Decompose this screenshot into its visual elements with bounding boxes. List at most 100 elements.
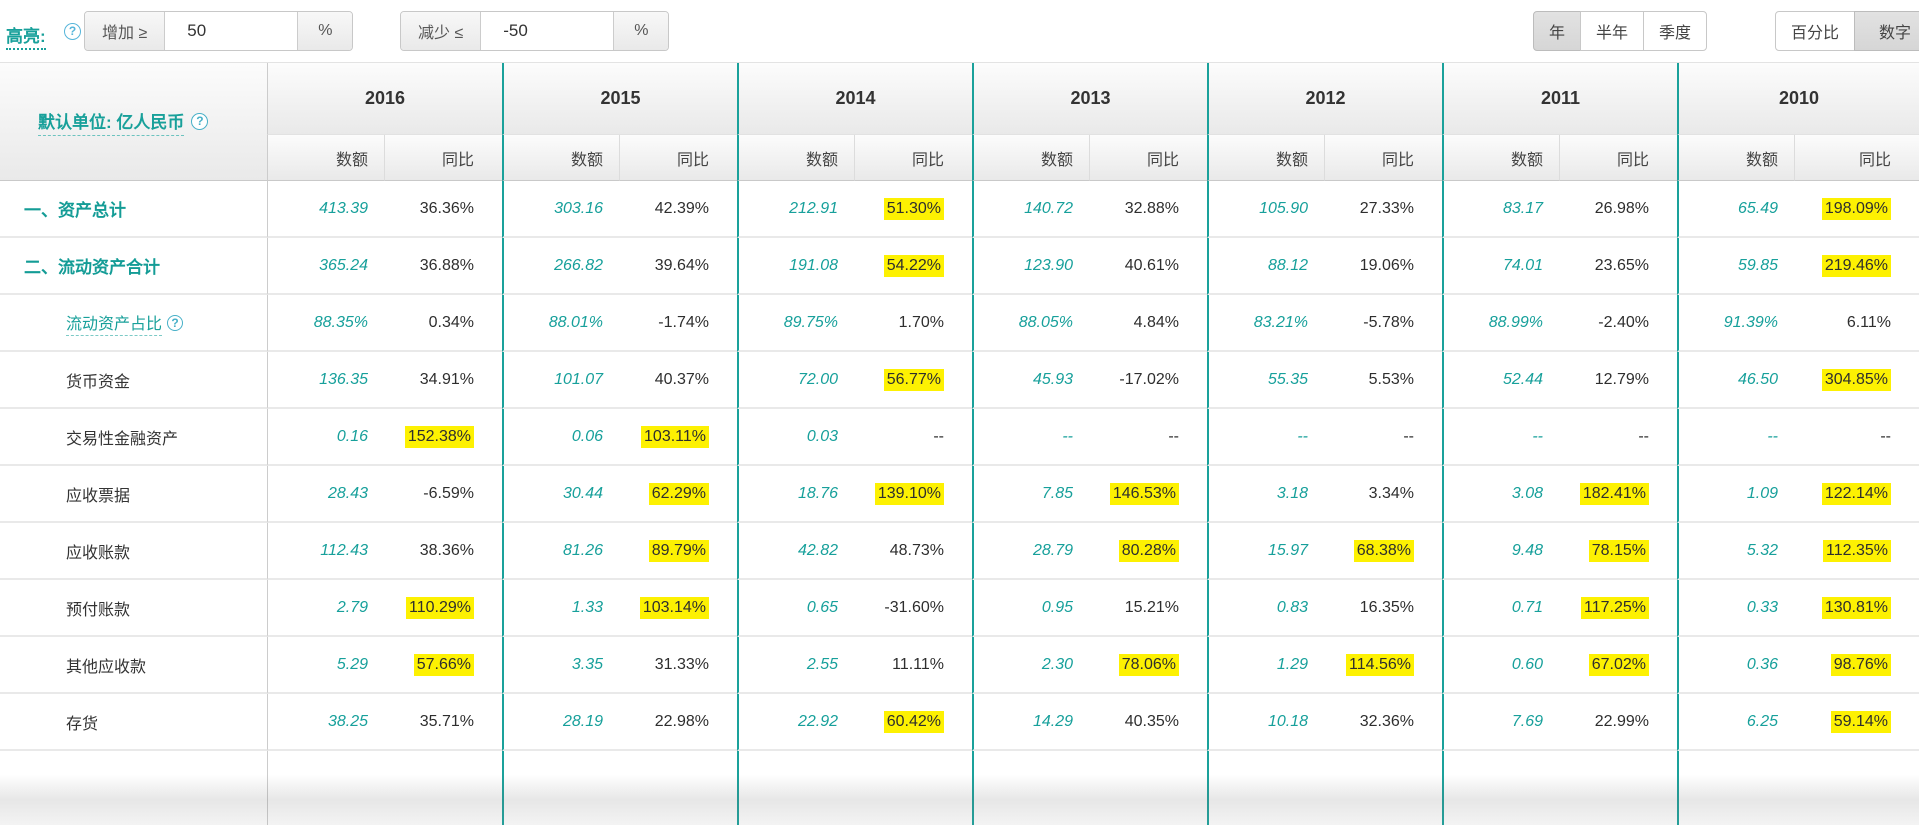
subheader-amount: 数额 bbox=[737, 135, 854, 181]
amount-cell: 83.17 bbox=[1442, 181, 1559, 238]
row-help-icon[interactable]: ? bbox=[167, 314, 184, 331]
amount-cell: 0.06 bbox=[502, 409, 619, 466]
yoy-value: 27.33% bbox=[1359, 199, 1414, 217]
amount-cell: 45.93 bbox=[972, 352, 1089, 409]
yoy-cell: 219.46% bbox=[1794, 238, 1919, 295]
amount-value: 1.33 bbox=[571, 598, 603, 616]
format-button-0[interactable]: 百分比 bbox=[1775, 11, 1856, 51]
yoy-value: -6.59% bbox=[423, 484, 474, 502]
amount-value: 5.29 bbox=[336, 655, 368, 673]
amount-value: 2.55 bbox=[806, 655, 838, 673]
yoy-cell: 103.11% bbox=[619, 409, 737, 466]
yoy-cell: 12.79% bbox=[1559, 352, 1677, 409]
amount-cell: -- bbox=[1442, 409, 1559, 466]
yoy-value-highlighted: 182.41% bbox=[1579, 482, 1649, 505]
increase-threshold-group: 增加 ≥ % bbox=[84, 11, 354, 51]
yoy-value: 40.37% bbox=[654, 370, 709, 388]
amount-cell: 0.83 bbox=[1207, 580, 1324, 637]
yoy-value-highlighted: 103.14% bbox=[639, 596, 709, 619]
row-label[interactable]: 流动资产占比 bbox=[66, 310, 163, 336]
period-button-2[interactable]: 季度 bbox=[1643, 11, 1708, 51]
row-label: 应收票据 bbox=[66, 487, 131, 505]
row-label-cell: 流动资产占比? bbox=[0, 295, 267, 352]
yoy-value: 35.71% bbox=[419, 712, 474, 730]
amount-value: 88.01% bbox=[548, 313, 603, 331]
yoy-value-highlighted: 117.25% bbox=[1581, 596, 1649, 619]
yoy-value: 40.35% bbox=[1124, 712, 1179, 730]
yoy-cell: 80.28% bbox=[1089, 523, 1207, 580]
yoy-value: 48.73% bbox=[889, 541, 944, 559]
yoy-value-highlighted: 304.85% bbox=[1821, 368, 1891, 391]
amount-value: 3.35 bbox=[571, 655, 603, 673]
row-label: 预付账款 bbox=[66, 601, 131, 619]
yoy-value-highlighted: 54.22% bbox=[883, 254, 944, 277]
yoy-cell: 54.22% bbox=[854, 238, 972, 295]
year-header: 2012 bbox=[1207, 63, 1442, 135]
yoy-value: 0.34% bbox=[428, 313, 474, 331]
partial-row-cell bbox=[1324, 751, 1442, 825]
yoy-cell: 198.09% bbox=[1794, 181, 1919, 238]
yoy-cell: 139.10% bbox=[854, 466, 972, 523]
row-label: 二、流动资产合计 bbox=[24, 258, 160, 277]
yoy-cell: 22.99% bbox=[1559, 694, 1677, 751]
subheader-yoy: 同比 bbox=[1559, 135, 1677, 181]
period-button-0[interactable]: 年 bbox=[1533, 11, 1582, 51]
highlight-label: 高亮: bbox=[6, 22, 46, 50]
row-label-cell: 二、流动资产合计 bbox=[0, 238, 267, 295]
amount-cell: 1.29 bbox=[1207, 637, 1324, 694]
amount-cell: -- bbox=[1207, 409, 1324, 466]
amount-cell: 0.36 bbox=[1677, 637, 1794, 694]
yoy-value: -- bbox=[1403, 427, 1414, 445]
format-button-1[interactable]: 数字 bbox=[1854, 11, 1919, 51]
yoy-value: 3.34% bbox=[1368, 484, 1414, 502]
yoy-cell: -- bbox=[1559, 409, 1677, 466]
decrease-threshold-input[interactable] bbox=[481, 12, 614, 50]
subheader-amount: 数额 bbox=[267, 135, 384, 181]
yoy-value-highlighted: 152.38% bbox=[404, 425, 474, 448]
amount-cell: 3.18 bbox=[1207, 466, 1324, 523]
default-unit-label[interactable]: 默认单位: 亿人民币 bbox=[38, 108, 185, 136]
amount-value: 0.95 bbox=[1041, 598, 1073, 616]
yoy-value-highlighted: 114.56% bbox=[1346, 653, 1414, 676]
yoy-value-highlighted: 219.46% bbox=[1821, 254, 1891, 277]
increase-threshold-input[interactable] bbox=[165, 12, 298, 50]
subheader-amount: 数额 bbox=[972, 135, 1089, 181]
yoy-value: 6.11% bbox=[1846, 313, 1891, 331]
amount-value: 1.29 bbox=[1276, 655, 1308, 673]
yoy-cell: 152.38% bbox=[384, 409, 502, 466]
yoy-value: -17.02% bbox=[1119, 370, 1179, 388]
period-button-1[interactable]: 半年 bbox=[1580, 11, 1645, 51]
amount-cell: 105.90 bbox=[1207, 181, 1324, 238]
amount-value: 136.35 bbox=[319, 370, 368, 388]
subheader-amount: 数额 bbox=[502, 135, 619, 181]
yoy-cell: 98.76% bbox=[1794, 637, 1919, 694]
row-label: 应收账款 bbox=[66, 544, 131, 562]
yoy-cell: 60.42% bbox=[854, 694, 972, 751]
amount-cell: 1.09 bbox=[1677, 466, 1794, 523]
amount-value: 88.05% bbox=[1018, 313, 1073, 331]
yoy-value: 5.53% bbox=[1368, 370, 1414, 388]
amount-value: 5.32 bbox=[1746, 541, 1778, 559]
row-label: 其他应收款 bbox=[66, 658, 147, 676]
row-label-cell: 货币资金 bbox=[0, 352, 267, 409]
amount-cell: 191.08 bbox=[737, 238, 854, 295]
amount-value: 88.12 bbox=[1267, 256, 1308, 274]
row-label-cell: 一、资产总计 bbox=[0, 181, 267, 238]
amount-cell: 88.05% bbox=[972, 295, 1089, 352]
yoy-cell: 114.56% bbox=[1324, 637, 1442, 694]
amount-cell: 5.32 bbox=[1677, 523, 1794, 580]
yoy-cell: 40.61% bbox=[1089, 238, 1207, 295]
amount-cell: 1.33 bbox=[502, 580, 619, 637]
yoy-value-highlighted: 78.06% bbox=[1118, 653, 1179, 676]
yoy-cell: -2.40% bbox=[1559, 295, 1677, 352]
highlight-help-icon[interactable]: ? bbox=[64, 23, 81, 40]
yoy-cell: 6.11% bbox=[1794, 295, 1919, 352]
amount-cell: 88.35% bbox=[267, 295, 384, 352]
amount-value: 0.71 bbox=[1511, 598, 1543, 616]
amount-cell: 0.65 bbox=[737, 580, 854, 637]
yoy-value: 39.64% bbox=[654, 256, 709, 274]
unit-help-icon[interactable]: ? bbox=[191, 113, 209, 130]
yoy-value: 12.79% bbox=[1594, 370, 1649, 388]
amount-value: 14.29 bbox=[1032, 712, 1073, 730]
amount-value: 105.90 bbox=[1259, 199, 1308, 217]
